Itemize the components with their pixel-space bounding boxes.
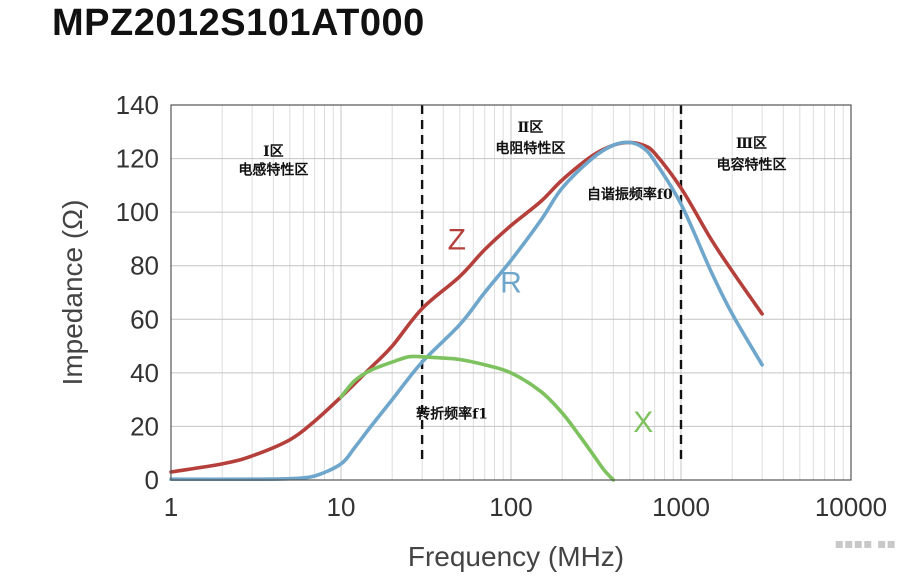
x-tick-label: 10000 [815, 492, 887, 522]
tick-labels: 1 10 100 1000 10000 0 20 40 60 80 100 120 140 [116, 90, 888, 522]
series-line-r [169, 140, 764, 482]
annotation-region1-name: 电感特性区 [238, 162, 308, 179]
annotation-region2-name: 电阻特性区 [495, 140, 565, 157]
annotation-corner: 转折频率f1 [416, 405, 488, 422]
y-tick-label: 20 [130, 411, 159, 441]
plot-frame [170, 104, 852, 481]
x-tick-label: 1000 [652, 492, 710, 522]
annotation-region3-num: Ⅲ区 [736, 136, 767, 152]
x-tick-label: 10 [327, 492, 356, 522]
series-labels: Z R X [448, 224, 654, 439]
series-label-x: X [633, 406, 653, 439]
annotation-srf: 自谐振频率f0 [587, 186, 673, 203]
annotation-region3-name: 电容特性区 [717, 156, 787, 173]
y-tick-label: 40 [130, 358, 159, 388]
y-axis-label: Impedance (Ω) [57, 200, 88, 386]
y-tick-label: 100 [116, 197, 159, 227]
x-tick-label: 1 [164, 492, 178, 522]
y-tick-label: 60 [130, 304, 159, 334]
region-dividers [420, 105, 683, 465]
chart-title: MPZ2012S101AT000 [52, 2, 425, 44]
series-line-z [169, 140, 764, 474]
y-tick-label: 80 [130, 251, 159, 281]
y-tick-label: 140 [116, 90, 159, 120]
x-axis-label: Frequency (MHz) [408, 541, 624, 572]
series-lines [169, 140, 764, 482]
watermark: ▪▪▪▪ ▪▪ [835, 536, 896, 552]
annotation-region1-num: Ⅰ区 [263, 144, 284, 160]
x-tick-label: 100 [489, 492, 532, 522]
y-tick-label: 0 [145, 465, 159, 495]
series-label-r: R [500, 267, 522, 300]
y-tick-label: 120 [116, 144, 159, 174]
series-label-z: Z [448, 224, 466, 257]
series-line-x [339, 354, 616, 482]
annotation-region2-num: Ⅱ区 [517, 120, 543, 136]
